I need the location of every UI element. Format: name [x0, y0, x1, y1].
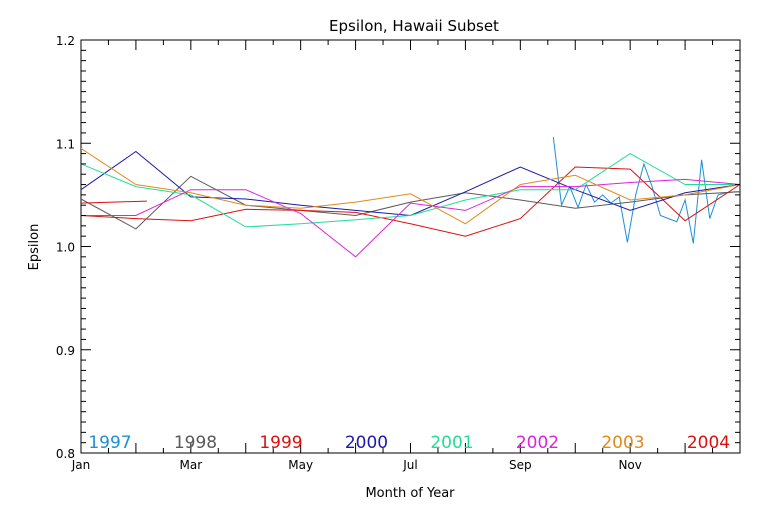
series-line-1998: [80, 175, 741, 230]
x-axis-label: Month of Year: [365, 486, 455, 501]
y-tick-label: 0.8: [56, 447, 75, 461]
legend: 1997 1998 1999 2000 2001 2002 2003 2004: [88, 433, 730, 453]
series-line-2001: [80, 153, 740, 228]
x-tick-label: Jul: [402, 458, 417, 472]
tick-layer: Jan Mar May Jul Sep Nov 0.8 0.9 1.0 1.1 1.2: [56, 34, 741, 472]
series-line-2004: [80, 200, 147, 204]
legend-label-1999: 1999: [259, 433, 302, 453]
x-tick-label: Sep: [509, 458, 532, 472]
legend-label-1998: 1998: [174, 433, 217, 453]
plot-frame: [80, 39, 741, 454]
legend-label-2004: 2004: [687, 433, 730, 453]
chart-title: Epsilon, Hawaii Subset: [329, 17, 499, 35]
legend-label-2001: 2001: [430, 433, 473, 453]
legend-label-1997: 1997: [88, 433, 131, 453]
series-line-1999: [80, 166, 741, 237]
series-line-2003: [80, 147, 741, 225]
y-tick-label: 1.2: [56, 34, 75, 48]
x-tick-label: Mar: [180, 458, 203, 472]
y-axis-label: Epsilon: [27, 224, 42, 271]
series-line-1997: [552, 137, 740, 244]
x-tick-label: Nov: [618, 458, 641, 472]
series-line-2000: [80, 150, 741, 217]
legend-label-2000: 2000: [345, 433, 388, 453]
x-tick-label: Jan: [71, 458, 91, 472]
y-tick-label: 0.9: [56, 344, 75, 358]
y-tick-label: 1.0: [56, 241, 75, 255]
series-layer: [80, 137, 741, 258]
series-line-2002: [81, 178, 741, 258]
legend-label-2002: 2002: [516, 433, 559, 453]
x-tick-label: May: [288, 458, 313, 472]
y-tick-label: 1.1: [56, 137, 75, 151]
legend-label-2003: 2003: [601, 433, 644, 453]
